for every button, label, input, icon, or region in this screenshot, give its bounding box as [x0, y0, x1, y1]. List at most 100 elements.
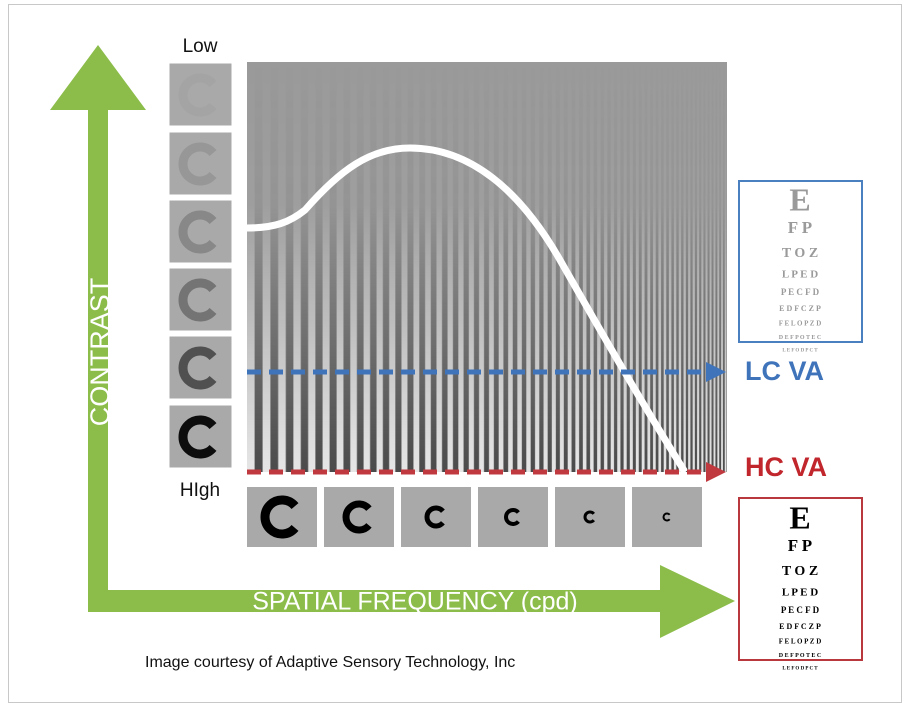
stripe-light: [664, 62, 666, 472]
optotype-box: [168, 335, 233, 400]
stripe-light: [653, 62, 655, 472]
stripe-light: [294, 62, 301, 472]
stripe-dark: [442, 62, 447, 472]
optotype-box: [324, 487, 394, 547]
stripe-light: [617, 62, 620, 472]
stripe-light: [684, 62, 686, 472]
stripe-light: [508, 62, 512, 472]
stripe-dark: [255, 62, 262, 472]
eye-chart-row: F E L O P Z D: [779, 638, 822, 646]
stripe-dark: [370, 62, 376, 472]
eye-chart-row: L E F O D P C T: [782, 667, 818, 672]
stripe-dark: [504, 62, 508, 472]
stripe-dark: [723, 62, 725, 472]
stripe-light: [721, 62, 723, 472]
stripe-dark: [474, 62, 479, 472]
eye-chart-row: F P: [788, 536, 812, 555]
stripe-dark: [712, 62, 714, 472]
stripe-light: [590, 62, 593, 472]
eye-chart-row: E: [789, 181, 810, 217]
stripe-light: [697, 62, 699, 472]
eye-chart-row: T O Z: [782, 246, 818, 261]
stripe-light: [604, 62, 607, 472]
stripe-light: [597, 62, 600, 472]
stripe-dark: [330, 62, 336, 472]
stripe-light: [710, 62, 712, 472]
stripe-light: [377, 62, 383, 472]
stripe-dark: [666, 62, 668, 472]
stripe-dark: [572, 62, 575, 472]
stripe-light: [479, 62, 483, 472]
eye-chart-row: F P: [788, 218, 812, 237]
stripe-light: [489, 62, 493, 472]
stripe-dark: [357, 62, 363, 472]
stripe-light: [425, 62, 430, 472]
stripe-light: [669, 62, 671, 472]
stripe-light: [323, 62, 329, 472]
stripe-dark: [708, 62, 710, 472]
stripe-dark: [727, 62, 729, 472]
stripe-light: [674, 62, 676, 472]
stripe-light: [389, 62, 395, 472]
stripe-dark: [716, 62, 718, 472]
size-optotypes: [247, 487, 702, 547]
stripe-dark: [513, 62, 517, 472]
stripe-dark: [639, 62, 642, 472]
stripe-light: [499, 62, 503, 472]
stripe-light: [576, 62, 579, 472]
stripe-light: [714, 62, 716, 472]
stripe-dark: [344, 62, 350, 472]
stripe-dark: [484, 62, 488, 472]
stripe-dark: [601, 62, 604, 472]
eye-chart-row: D E F P O T E C: [779, 653, 821, 659]
stripe-light: [679, 62, 681, 472]
stripe-light: [527, 62, 531, 472]
stripe-light: [337, 62, 343, 472]
eye-chart-row: L E F O D P C T: [782, 349, 818, 354]
stripe-dark: [548, 62, 552, 472]
stripe-light: [544, 62, 548, 472]
eye-chart-row: E D F C Z P: [779, 304, 821, 313]
stripe-dark: [686, 62, 688, 472]
stripe-light: [402, 62, 407, 472]
stripe-dark: [301, 62, 308, 472]
stripe-light: [459, 62, 464, 472]
stripe-dark: [587, 62, 590, 472]
eye-chart-row: P E C F D: [781, 605, 820, 615]
optotype-box: [632, 487, 702, 547]
lc-va-label: LC VA: [745, 356, 824, 386]
eye-chart-row: P E C F D: [781, 287, 820, 297]
stripe-light: [414, 62, 419, 472]
stripe-dark: [286, 62, 293, 472]
optotype-box: [168, 199, 233, 264]
stripe-light: [583, 62, 586, 472]
stripe-light: [518, 62, 522, 472]
contrast-optotypes: [168, 62, 233, 469]
stripe-dark: [271, 62, 278, 472]
stripe-light: [364, 62, 370, 472]
stripe-dark: [383, 62, 389, 472]
stripe-dark: [681, 62, 683, 472]
stripe-light: [247, 62, 254, 472]
stripe-light: [437, 62, 442, 472]
optotype-box: [168, 62, 233, 127]
stripe-dark: [614, 62, 617, 472]
stripe-dark: [539, 62, 543, 472]
low-label: Low: [183, 36, 218, 57]
optotype-box: [401, 487, 471, 547]
stripe-dark: [453, 62, 458, 472]
stripe-dark: [431, 62, 436, 472]
stripe-dark: [671, 62, 673, 472]
caption: Image courtesy of Adaptive Sensory Techn…: [145, 654, 515, 671]
stripe-light: [717, 62, 719, 472]
stripe-light: [263, 62, 270, 472]
optotype-box: [168, 404, 233, 469]
stripe-light: [611, 62, 614, 472]
stripe-dark: [608, 62, 611, 472]
hc-va-label: HC VA: [745, 452, 827, 482]
eye-chart-row: E D F C Z P: [779, 622, 821, 631]
stripe-light: [725, 62, 727, 472]
stripe-light: [701, 62, 703, 472]
contrast-label: CONTRAST: [85, 278, 115, 427]
stripe-light: [535, 62, 539, 472]
